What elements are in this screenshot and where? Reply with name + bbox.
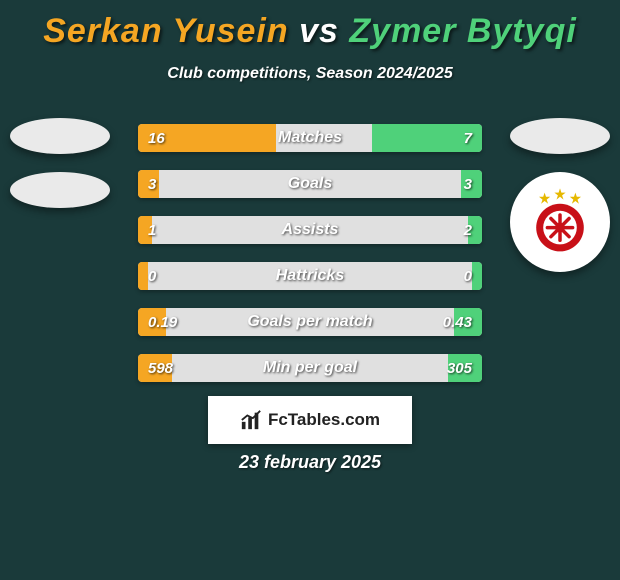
bar-fill-player2 bbox=[472, 262, 482, 290]
title-player1: Serkan Yusein bbox=[43, 12, 288, 50]
stat-row: Matches167 bbox=[138, 124, 482, 152]
cska-badge-icon bbox=[525, 187, 595, 257]
bar-fill-player1 bbox=[138, 262, 148, 290]
stat-label: Goals bbox=[138, 170, 482, 198]
left-avatars bbox=[10, 118, 110, 226]
bar-fill-player2 bbox=[468, 216, 482, 244]
bar-fill-player1 bbox=[138, 216, 152, 244]
player2-club-badge bbox=[510, 172, 610, 272]
player2-avatar-placeholder bbox=[510, 118, 610, 154]
stats-bars: Matches167 Goals33 Assists12 Hattricks00 Goa… bbox=[138, 124, 482, 400]
comparison-title: Serkan Yusein vs Zymer Bytyqi bbox=[0, 0, 620, 51]
bar-fill-player2 bbox=[454, 308, 482, 336]
stat-label: Goals per match bbox=[138, 308, 482, 336]
chart-icon bbox=[240, 409, 262, 431]
fctables-logo[interactable]: FcTables.com bbox=[208, 396, 412, 444]
bar-fill-player2 bbox=[448, 354, 482, 382]
stat-label: Min per goal bbox=[138, 354, 482, 382]
date-text: 23 february 2025 bbox=[0, 452, 620, 473]
stat-row: Goals33 bbox=[138, 170, 482, 198]
player1-avatar-placeholder bbox=[10, 118, 110, 154]
bar-fill-player1 bbox=[138, 124, 276, 152]
bar-fill-player1 bbox=[138, 308, 166, 336]
stat-row: Assists12 bbox=[138, 216, 482, 244]
logo-text: FcTables.com bbox=[268, 410, 380, 430]
subtitle: Club competitions, Season 2024/2025 bbox=[0, 65, 620, 83]
stat-label: Hattricks bbox=[138, 262, 482, 290]
stat-label: Assists bbox=[138, 216, 482, 244]
stat-row: Goals per match0.190.43 bbox=[138, 308, 482, 336]
bar-fill-player2 bbox=[372, 124, 482, 152]
stat-value-player1: 0 bbox=[148, 262, 156, 290]
title-player2: Zymer Bytyqi bbox=[349, 12, 576, 50]
bar-fill-player1 bbox=[138, 170, 159, 198]
bar-fill-player2 bbox=[461, 170, 482, 198]
stat-row: Min per goal598305 bbox=[138, 354, 482, 382]
bar-fill-player1 bbox=[138, 354, 172, 382]
player1-club-placeholder bbox=[10, 172, 110, 208]
stat-row: Hattricks00 bbox=[138, 262, 482, 290]
title-vs: vs bbox=[299, 12, 339, 50]
right-avatars bbox=[510, 118, 610, 272]
